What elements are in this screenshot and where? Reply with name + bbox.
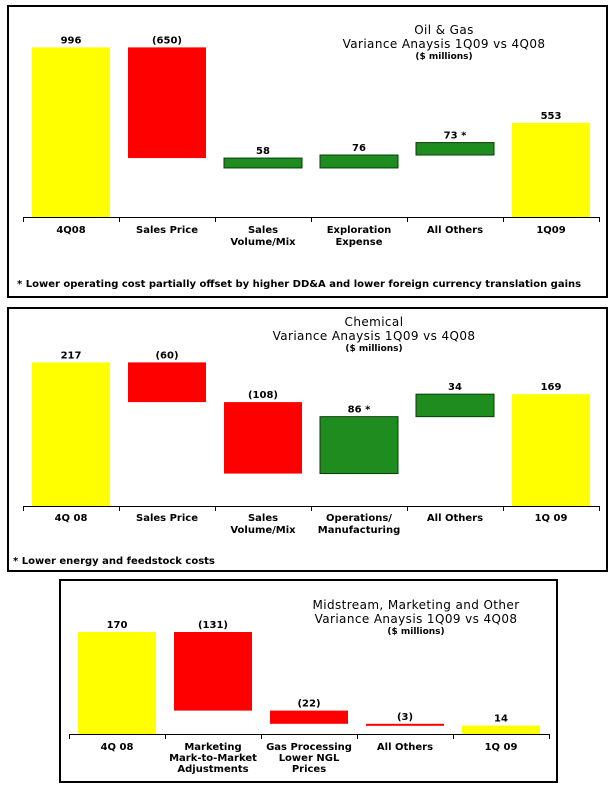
category-label: Operations/ <box>326 513 392 524</box>
category-label: Exploration <box>327 225 392 236</box>
waterfall-bar <box>223 157 303 169</box>
oil-gas-chart-panel: 996 4Q08 (650) Sales Price 58 Sales Volume/Mix… <box>7 5 608 298</box>
category-label: Adjustments <box>177 764 248 775</box>
category-label: 4Q08 <box>56 225 85 236</box>
chart-title-line-1: Midstream, Marketing and Other <box>312 598 520 612</box>
chart-units: ($ millions) <box>415 52 473 62</box>
waterfall-bar <box>415 142 495 156</box>
category-label: Volume/Mix <box>230 237 296 248</box>
bar-value-label: 76 <box>352 143 366 154</box>
waterfall-bar <box>128 362 206 403</box>
bar-value-label: 170 <box>107 620 128 631</box>
waterfall-bar <box>512 122 590 217</box>
waterfall-bar <box>462 725 540 734</box>
category-label: Gas Processing <box>266 742 352 753</box>
category-label: Marketing <box>184 742 241 753</box>
chemical-footnote: * Lower energy and feedstock costs <box>13 556 215 567</box>
category-label: Lower NGL <box>279 753 340 764</box>
bar-value-label: 34 <box>448 382 462 393</box>
chart-units: ($ millions) <box>345 344 403 354</box>
chart-title-line-2: Variance Anaysis 1Q09 vs 4Q08 <box>314 612 518 626</box>
waterfall-bar <box>32 47 110 218</box>
bar-value-label: 553 <box>541 111 562 122</box>
midstream-chart-title: Midstream, Marketing and Other Variance … <box>286 598 546 638</box>
waterfall-bar <box>224 402 302 474</box>
bar-value-label: 58 <box>256 146 270 157</box>
bar-value-label: (650) <box>152 35 182 46</box>
category-label: 1Q 09 <box>485 742 518 753</box>
oil-gas-chart-title: Oil & Gas Variance Anaysis 1Q09 vs 4Q08 … <box>279 23 609 63</box>
waterfall-bar <box>319 154 399 169</box>
waterfall-bar <box>319 416 399 475</box>
category-label: All Others <box>377 742 433 753</box>
chart-units: ($ millions) <box>387 627 445 637</box>
bar-value-label: (131) <box>198 620 228 631</box>
oil-gas-waterfall-chart: 996 4Q08 (650) Sales Price 58 SalesVolume/Mix… <box>23 35 600 248</box>
chemical-chart-panel: 217 4Q 08 (60) Sales Price (108) Sales Volume/… <box>7 307 608 572</box>
bar-value-label: (22) <box>297 699 320 710</box>
midstream-waterfall-chart: 170 4Q 08 (131) MarketingMark-to-MarketAdju… <box>69 620 550 775</box>
midstream-chart-panel: 170 4Q 08 (131) Marketing Mark-to-Market Adju… <box>59 579 558 783</box>
bar-value-label: (60) <box>155 350 178 361</box>
oil-gas-footnote: * Lower operating cost partially offset … <box>17 279 582 290</box>
category-label: 4Q 08 <box>101 742 134 753</box>
waterfall-bar <box>512 394 590 506</box>
category-label: Sales Price <box>136 513 198 524</box>
bar-value-label: 86 * <box>348 405 371 416</box>
waterfall-bar <box>128 47 206 159</box>
chart-title-line-1: Chemical <box>344 315 404 329</box>
waterfall-bar <box>366 723 444 726</box>
chemical-chart-title: Chemical Variance Anaysis 1Q09 vs 4Q08 (… <box>209 315 539 355</box>
waterfall-bar <box>270 710 348 724</box>
waterfall-bar <box>174 632 252 711</box>
category-label: 1Q 09 <box>535 513 568 524</box>
category-label: 4Q 08 <box>55 513 88 524</box>
chart-title-line-2: Variance Anaysis 1Q09 vs 4Q08 <box>342 37 546 51</box>
category-label: Sales Price <box>136 225 198 236</box>
bar-value-label: 217 <box>61 350 82 361</box>
category-label: Prices <box>292 764 326 775</box>
bar-value-label: (3) <box>397 712 413 723</box>
category-label: 1Q09 <box>536 225 565 236</box>
waterfall-bar <box>32 362 110 506</box>
waterfall-bar <box>415 393 495 418</box>
bar-value-label: 73 * <box>444 131 467 142</box>
category-label: All Others <box>427 513 483 524</box>
bar-value-label: (108) <box>248 390 278 401</box>
category-label: Mark-to-Market <box>169 753 257 764</box>
category-label: Manufacturing <box>318 525 401 536</box>
bar-value-label: 169 <box>541 382 562 393</box>
bar-value-label: 14 <box>494 714 508 725</box>
chart-title-line-2: Variance Anaysis 1Q09 vs 4Q08 <box>272 329 476 343</box>
category-label: Sales <box>248 513 278 524</box>
category-label: Expense <box>335 237 382 248</box>
category-label: Volume/Mix <box>230 525 296 536</box>
chart-title-line-1: Oil & Gas <box>414 23 474 37</box>
bar-value-label: 996 <box>61 35 82 46</box>
waterfall-bar <box>78 632 156 734</box>
category-label: All Others <box>427 225 483 236</box>
chemical-waterfall-chart: 217 4Q 08 (60) Sales Price (108) SalesVolume/… <box>23 350 600 536</box>
category-label: Sales <box>248 225 278 236</box>
